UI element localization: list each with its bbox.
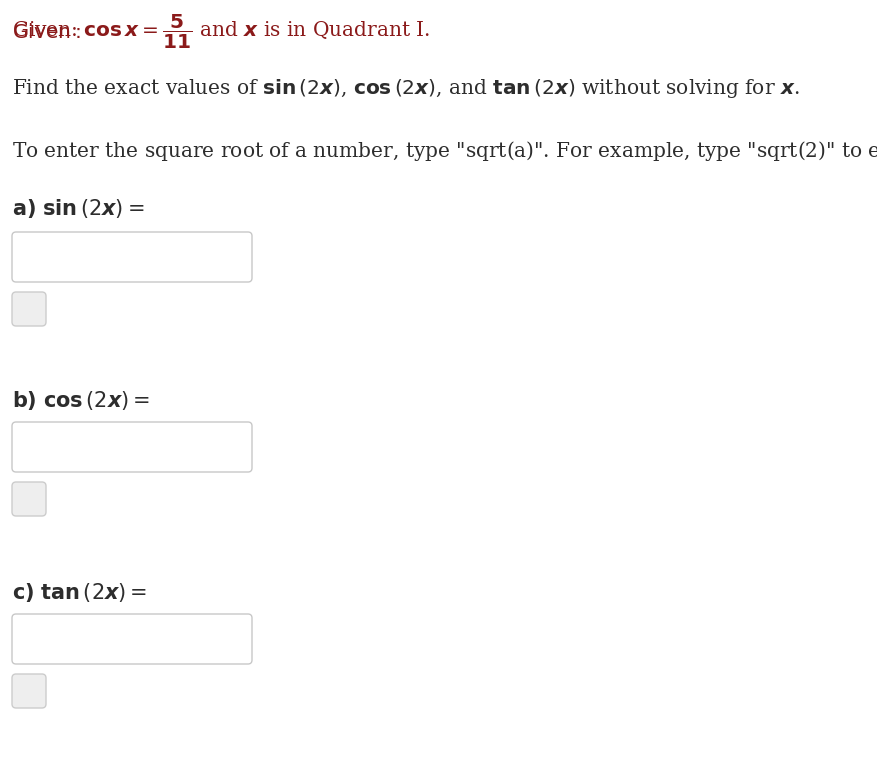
Text: $\mathbf{c)}$ $\mathbf{tan}\,(2\boldsymbol{x}) =$: $\mathbf{c)}$ $\mathbf{tan}\,(2\boldsymb…: [12, 581, 147, 604]
Text: $\mathrm{Given:}$: $\mathrm{Given:}$: [12, 22, 81, 41]
FancyBboxPatch shape: [12, 232, 252, 282]
FancyBboxPatch shape: [12, 422, 252, 472]
FancyBboxPatch shape: [12, 674, 46, 708]
Text: $\mathbf{b)}$ $\mathbf{cos}\,(2\boldsymbol{x}) =$: $\mathbf{b)}$ $\mathbf{cos}\,(2\boldsymb…: [12, 389, 150, 412]
Text: Given: $\mathbf{cos}\,\boldsymbol{x} = \dfrac{\mathbf{5}}{\mathbf{11}}$ and $\bo: Given: $\mathbf{cos}\,\boldsymbol{x} = \…: [12, 13, 430, 51]
Text: To enter the square root of a number, type "sqrt(a)". For example, type "sqrt(2): To enter the square root of a number, ty…: [12, 132, 877, 164]
FancyBboxPatch shape: [12, 482, 46, 516]
FancyBboxPatch shape: [12, 292, 46, 326]
Text: Find the exact values of $\mathbf{sin}\,(2\boldsymbol{x})$, $\mathbf{cos}\,(2\bo: Find the exact values of $\mathbf{sin}\,…: [12, 77, 800, 100]
FancyBboxPatch shape: [12, 614, 252, 664]
Text: $\mathbf{a)}$ $\mathbf{sin}\,(2\boldsymbol{x}) =$: $\mathbf{a)}$ $\mathbf{sin}\,(2\boldsymb…: [12, 197, 145, 220]
